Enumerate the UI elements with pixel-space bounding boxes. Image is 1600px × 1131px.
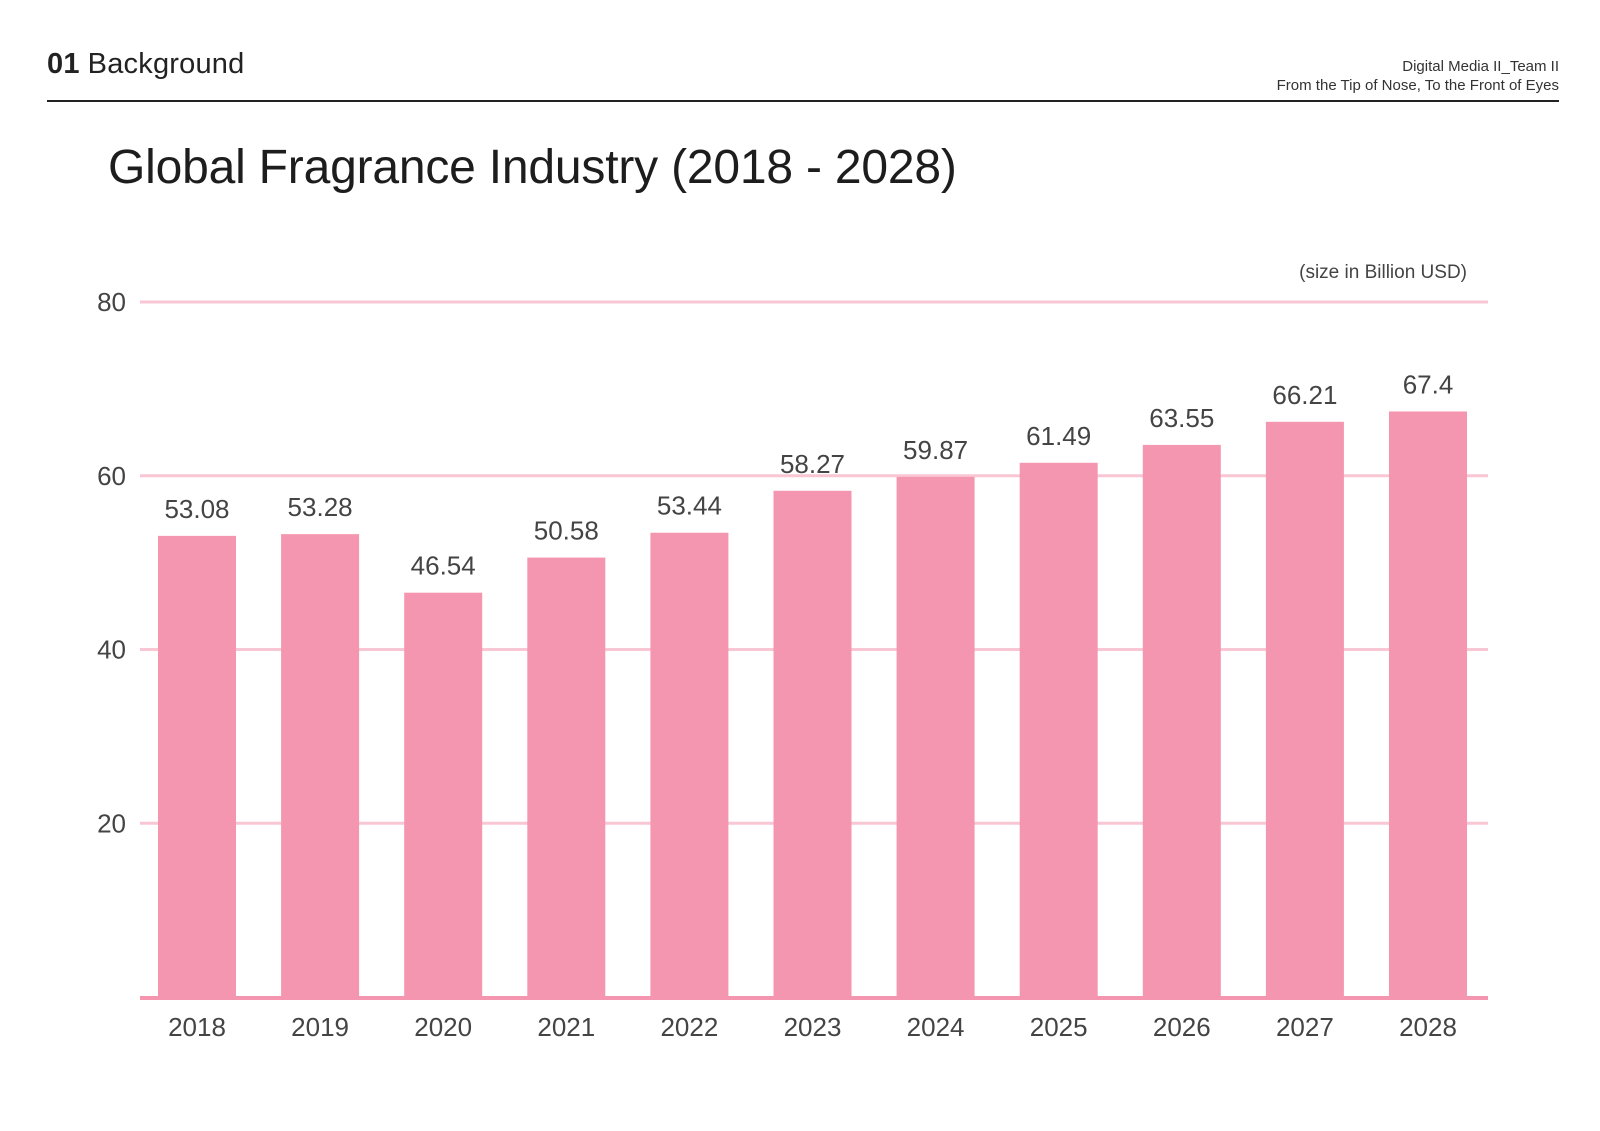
bar-2020	[404, 592, 483, 997]
bar-2018	[158, 535, 236, 997]
header-meta: Digital Media II_Team II From the Tip of…	[1277, 57, 1559, 95]
y-tick-label: 60	[97, 461, 126, 491]
x-tick-label: 2023	[784, 1012, 842, 1042]
y-tick-label: 40	[97, 635, 126, 665]
data-label: 53.28	[288, 492, 353, 522]
x-tick-label: 2018	[168, 1012, 226, 1042]
y-tick-label: 20	[97, 808, 126, 838]
x-tick-label: 2024	[907, 1012, 965, 1042]
bar-2024	[896, 476, 975, 997]
x-tick-label: 2022	[660, 1012, 718, 1042]
y-tick-label: 80	[97, 287, 126, 317]
course-label: Digital Media II_Team II	[1402, 58, 1559, 75]
data-labels: 53.08 53.28 46.54 50.58 53.44 58.27 59.87 61.49…	[164, 369, 1453, 580]
x-tick-label: 2028	[1399, 1012, 1457, 1042]
data-label: 53.08	[164, 494, 229, 524]
x-tick-label: 2025	[1030, 1012, 1088, 1042]
x-tick-label: 2019	[291, 1012, 349, 1042]
bar-2021	[527, 557, 606, 997]
unit-note: (size in Billion USD)	[1299, 262, 1467, 283]
bar-2027	[1265, 421, 1344, 997]
section-heading: 01 Background	[47, 48, 244, 81]
x-tick-label: 2026	[1153, 1012, 1211, 1042]
x-axis-ticks: 2018 2019 2020 2021 2022 2023 2024 2025 2026 2027…	[168, 1012, 1457, 1042]
x-tick-label: 2027	[1276, 1012, 1334, 1042]
data-label: 50.58	[534, 516, 599, 546]
data-label: 46.54	[411, 551, 476, 581]
bar-2025	[1019, 462, 1098, 997]
data-label: 63.55	[1149, 403, 1214, 433]
bar-2023	[773, 490, 852, 997]
bar-2028	[1389, 411, 1467, 997]
bar-2022	[650, 532, 729, 997]
page-header: 01 Background Digital Media II_Team II Fr…	[47, 40, 1559, 102]
data-label: 53.44	[657, 491, 722, 521]
x-tick-label: 2020	[414, 1012, 472, 1042]
data-label: 66.21	[1272, 380, 1337, 410]
section-title: Background	[87, 48, 245, 80]
data-label: 58.27	[780, 449, 845, 479]
data-label: 61.49	[1026, 421, 1091, 451]
data-label: 59.87	[903, 435, 968, 465]
bars	[158, 411, 1467, 997]
slide-title: Global Fragrance Industry (2018 - 2028)	[108, 141, 957, 194]
bar-2026	[1142, 444, 1221, 997]
x-tick-label: 2021	[537, 1012, 595, 1042]
bar-2019	[281, 534, 360, 997]
section-number: 01	[47, 48, 80, 80]
project-label: From the Tip of Nose, To the Front of Ey…	[1276, 77, 1559, 94]
data-label: 67.4	[1403, 369, 1454, 399]
y-axis-ticks: 20 40 60 80	[97, 287, 126, 838]
